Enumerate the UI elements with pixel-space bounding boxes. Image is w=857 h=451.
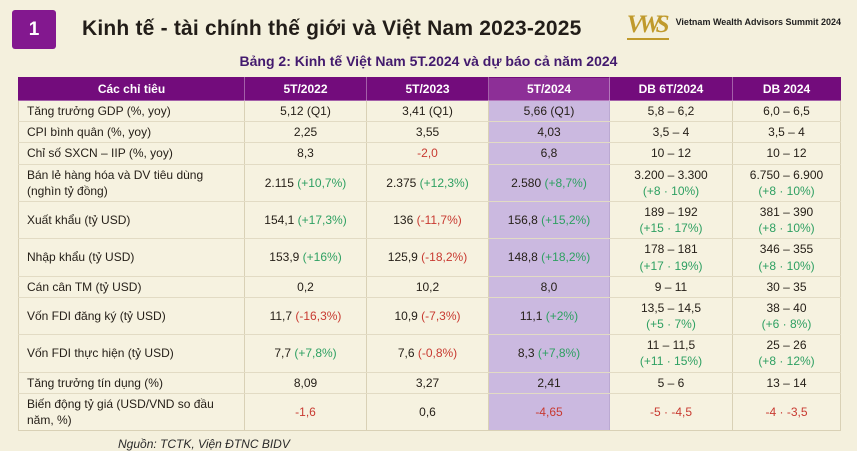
cell: 2,25 [244,121,367,144]
cell: 11,7 (-16,3%) [244,296,367,336]
cell: 2.115 (+10,7%) [244,163,367,202]
table-row: CPI bình quân (%, yoy) 2,25 3,55 4,03 3,5 – … [18,121,841,144]
cell: 148,8 (+18,2%) [488,238,610,277]
cell: 153,9 (+16%) [244,238,367,277]
col-header-5t2022: 5T/2022 [244,77,367,101]
table-body: Tăng trưởng GDP (%, yoy) 5,12 (Q1) 3,41 (Q… [18,99,841,432]
cell: 8,0 [488,275,610,298]
cell: 8,3 [244,142,367,165]
table-row: Biến động tỷ giá (USD/VND so đầu năm, %)… [18,392,841,432]
cell: 6.750 – 6.900 (+8 · 10%) [732,163,841,202]
cell: 381 – 390 (+8 · 10%) [732,200,841,240]
row-label: CPI bình quân (%, yoy) [18,121,245,144]
cell: 11,1 (+2%) [488,296,610,336]
page-title: Kinh tế - tài chính thế giới và Việt Nam… [82,17,582,40]
table-row: Vốn FDI đăng ký (tỷ USD) 11,7 (-16,3%) 10,… [18,296,841,336]
cell: 38 – 40 (+6 · 8%) [732,296,841,336]
cell: 125,9 (-18,2%) [366,238,489,277]
slide-header: 1 Kinh tế - tài chính thế giới và Việt N… [0,0,857,49]
row-label: Xuất khẩu (tỷ USD) [18,200,245,240]
cell: 10,9 (-7,3%) [366,296,489,336]
row-label: Vốn FDI thực hiện (tỷ USD) [18,334,245,373]
vws-logo: VWS Vietnam Wealth Advisors Summit 2024 [626,10,841,40]
cell: 3,41 (Q1) [366,99,489,123]
cell: 11 – 11,5 (+11 · 15%) [609,334,733,373]
table-row: Bán lẻ hàng hóa và DV tiêu dùng (nghìn t… [18,163,841,202]
row-label: Chỉ số SXCN – IIP (%, yoy) [18,142,245,165]
vws-logo-text: Vietnam Wealth Advisors Summit 2024 [675,17,841,27]
vws-logo-monogram: VWS [626,12,670,40]
col-header-db2024: DB 2024 [732,77,841,101]
cell: 8,3 (+7,8%) [488,334,610,373]
source-note: Nguồn: TCTK, Viện ĐTNC BIDV [118,437,290,451]
indicators-table: Các chỉ tiêu 5T/2022 5T/2023 5T/2024 DB … [18,77,841,432]
table-header-row: Các chỉ tiêu 5T/2022 5T/2023 5T/2024 DB … [18,77,841,101]
cell: 2.375 (+12,3%) [366,163,489,202]
cell: -4 · -3,5 [732,392,841,432]
table-row: Xuất khẩu (tỷ USD) 154,1 (+17,3%) 136 (-11… [18,200,841,240]
cell: 3.200 – 3.300 (+8 · 10%) [609,163,733,202]
cell: 5,12 (Q1) [244,99,367,123]
cell: 3,55 [366,121,489,144]
cell: 13 – 14 [732,371,841,394]
cell: 3,5 – 4 [609,121,733,144]
cell: 10,2 [366,275,489,298]
cell: -5 · -4,5 [609,392,733,432]
cell: -2,0 [366,142,489,165]
cell: 0,2 [244,275,367,298]
cell: 30 – 35 [732,275,841,298]
table-row: Tăng trưởng tín dụng (%) 8,09 3,27 2,41 5 – … [18,371,841,394]
row-label: Cán cân TM (tỷ USD) [18,275,245,298]
cell: 3,5 – 4 [732,121,841,144]
col-header-indicators: Các chỉ tiêu [18,77,245,101]
cell: 10 – 12 [609,142,733,165]
cell: -4,65 [488,392,610,432]
row-label: Vốn FDI đăng ký (tỷ USD) [18,296,245,336]
cell: 5 – 6 [609,371,733,394]
cell: 13,5 – 14,5 (+5 · 7%) [609,296,733,336]
cell: 7,6 (-0,8%) [366,334,489,373]
cell: 8,09 [244,371,367,394]
col-header-5t2023: 5T/2023 [366,77,489,101]
table-row: Nhập khẩu (tỷ USD) 153,9 (+16%) 125,9 (-18… [18,238,841,277]
col-header-5t2024: 5T/2024 [488,77,610,101]
cell: 189 – 192 (+15 · 17%) [609,200,733,240]
cell: 2,41 [488,371,610,394]
cell: 6,8 [488,142,610,165]
row-label: Biến động tỷ giá (USD/VND so đầu năm, %) [18,392,245,432]
cell: 5,8 – 6,2 [609,99,733,123]
cell: 156,8 (+15,2%) [488,200,610,240]
row-label: Tăng trưởng tín dụng (%) [18,371,245,394]
cell: 0,6 [366,392,489,432]
cell: 136 (-11,7%) [366,200,489,240]
table-row: Tăng trưởng GDP (%, yoy) 5,12 (Q1) 3,41 (Q… [18,99,841,123]
cell: 2.580 (+8,7%) [488,163,610,202]
slide-number-badge: 1 [12,10,56,49]
cell: 154,1 (+17,3%) [244,200,367,240]
row-label: Bán lẻ hàng hóa và DV tiêu dùng (nghìn t… [18,163,245,202]
cell: 4,03 [488,121,610,144]
cell: 10 – 12 [732,142,841,165]
cell: 5,66 (Q1) [488,99,610,123]
table-row: Chỉ số SXCN – IIP (%, yoy) 8,3 -2,0 6,8 10 –… [18,142,841,165]
col-header-db6t2024: DB 6T/2024 [609,77,733,101]
cell: -1,6 [244,392,367,432]
cell: 3,27 [366,371,489,394]
table-row: Cán cân TM (tỷ USD) 0,2 10,2 8,0 9 – 11 30 – … [18,275,841,298]
cell: 178 – 181 (+17 · 19%) [609,238,733,277]
table-title: Bảng 2: Kinh tế Việt Nam 5T.2024 và dự b… [239,53,618,69]
table-row: Vốn FDI thực hiện (tỷ USD) 7,7 (+7,8%) 7,6… [18,334,841,373]
table-header: Các chỉ tiêu 5T/2022 5T/2023 5T/2024 DB … [18,77,841,101]
cell: 346 – 355 (+8 · 10%) [732,238,841,277]
cell: 9 – 11 [609,275,733,298]
row-label: Tăng trưởng GDP (%, yoy) [18,99,245,123]
row-label: Nhập khẩu (tỷ USD) [18,238,245,277]
cell: 6,0 – 6,5 [732,99,841,123]
cell: 25 – 26 (+8 · 12%) [732,334,841,373]
cell: 7,7 (+7,8%) [244,334,367,373]
